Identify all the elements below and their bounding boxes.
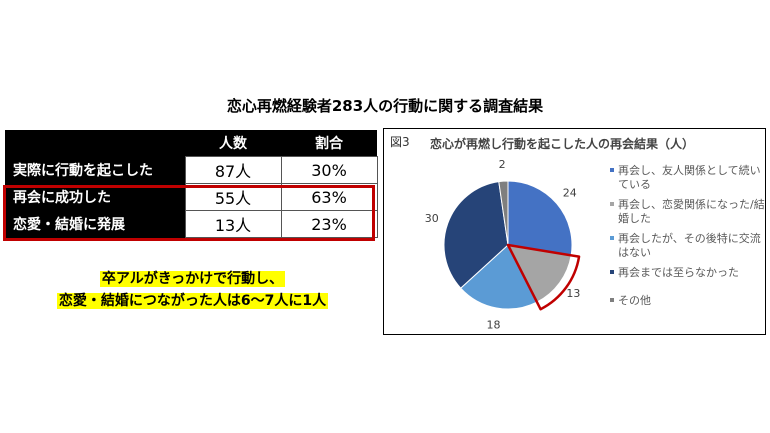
table-header-cell: 人数: [185, 130, 281, 157]
count-cell: 13人: [184, 210, 282, 238]
pie-slice: [498, 180, 509, 246]
legend-swatch: [610, 202, 614, 206]
legend-swatch: [610, 236, 614, 240]
chart-legend: 再会し、友人関係として続いている 再会し、恋愛関係になった/結婚した 再会したが、そ…: [610, 164, 765, 314]
table-row: 恋愛・結婚に発展 13人 23%: [5, 210, 378, 238]
note-line-1: 卒アルがきっかけで行動し、: [99, 271, 286, 287]
pie-chart: 24 13 18 30 2: [425, 158, 581, 332]
chart-panel: 図3 恋心が再燃し行動を起こした人の再会結果（人） 24 13 18 30 2 再会し、…: [383, 128, 766, 335]
figure-label: 図3: [390, 135, 410, 149]
highlight-note: 卒アルがきっかけで行動し、 恋愛・結婚につながった人は6～7人に1人: [0, 268, 385, 312]
pie-data-label: 24: [563, 187, 577, 200]
pie-data-label: 13: [566, 287, 580, 300]
row-label: 再会に成功した: [5, 183, 185, 211]
note-line-2: 恋愛・結婚につながった人は6～7人に1人: [56, 293, 329, 309]
pie-data-label: 2: [499, 158, 506, 171]
count-cell: 87人: [184, 156, 282, 184]
legend-swatch: [610, 168, 614, 172]
pie-slice: [507, 244, 572, 303]
legend-label: 再会し、恋愛関係になった/結婚した: [618, 198, 765, 225]
legend-label: 再会したが、その後特に交流はない: [618, 232, 761, 259]
legend-item: 再会し、友人関係として続いている: [610, 164, 765, 192]
table-header-cell: [5, 130, 185, 157]
ratio-cell: 30%: [280, 156, 378, 184]
pie-slice: [443, 181, 509, 289]
chart-title: 恋心が再燃し行動を起こした人の再会結果（人）: [430, 137, 695, 151]
row-label: 恋愛・結婚に発展: [5, 210, 185, 238]
pie-slice: [507, 180, 573, 256]
pie-slice-highlight: [506, 243, 581, 311]
table-header-row: 人数 割合: [5, 130, 377, 157]
pie-data-label: 30: [425, 212, 439, 225]
ratio-cell: 23%: [280, 210, 378, 238]
legend-item: 再会までは至らなかった: [610, 266, 765, 280]
legend-swatch: [610, 270, 614, 274]
table-row: 再会に成功した 55人 63%: [5, 183, 378, 211]
table-header-cell: 割合: [281, 130, 377, 157]
stats-table: 人数 割合 実際に行動を起こした 87人 30% 再会に成功した 55人 63%…: [5, 130, 378, 238]
legend-swatch: [610, 298, 614, 302]
legend-label: 再会までは至らなかった: [618, 266, 739, 279]
page-title: 恋心再燃経験者283人の行動に関する調査結果: [226, 97, 544, 115]
ratio-cell: 63%: [280, 183, 378, 211]
row-label: 実際に行動を起こした: [5, 156, 185, 184]
pie-slice: [460, 244, 538, 310]
pie-data-label: 18: [486, 319, 500, 332]
legend-item: 再会し、恋愛関係になった/結婚した: [610, 198, 765, 226]
legend-label: 再会し、友人関係として続いている: [618, 164, 761, 191]
count-cell: 55人: [184, 183, 282, 211]
legend-label: その他: [618, 294, 651, 307]
legend-item: 再会したが、その後特に交流はない: [610, 232, 765, 260]
legend-item: その他: [610, 294, 765, 308]
table-row: 実際に行動を起こした 87人 30%: [5, 156, 378, 184]
